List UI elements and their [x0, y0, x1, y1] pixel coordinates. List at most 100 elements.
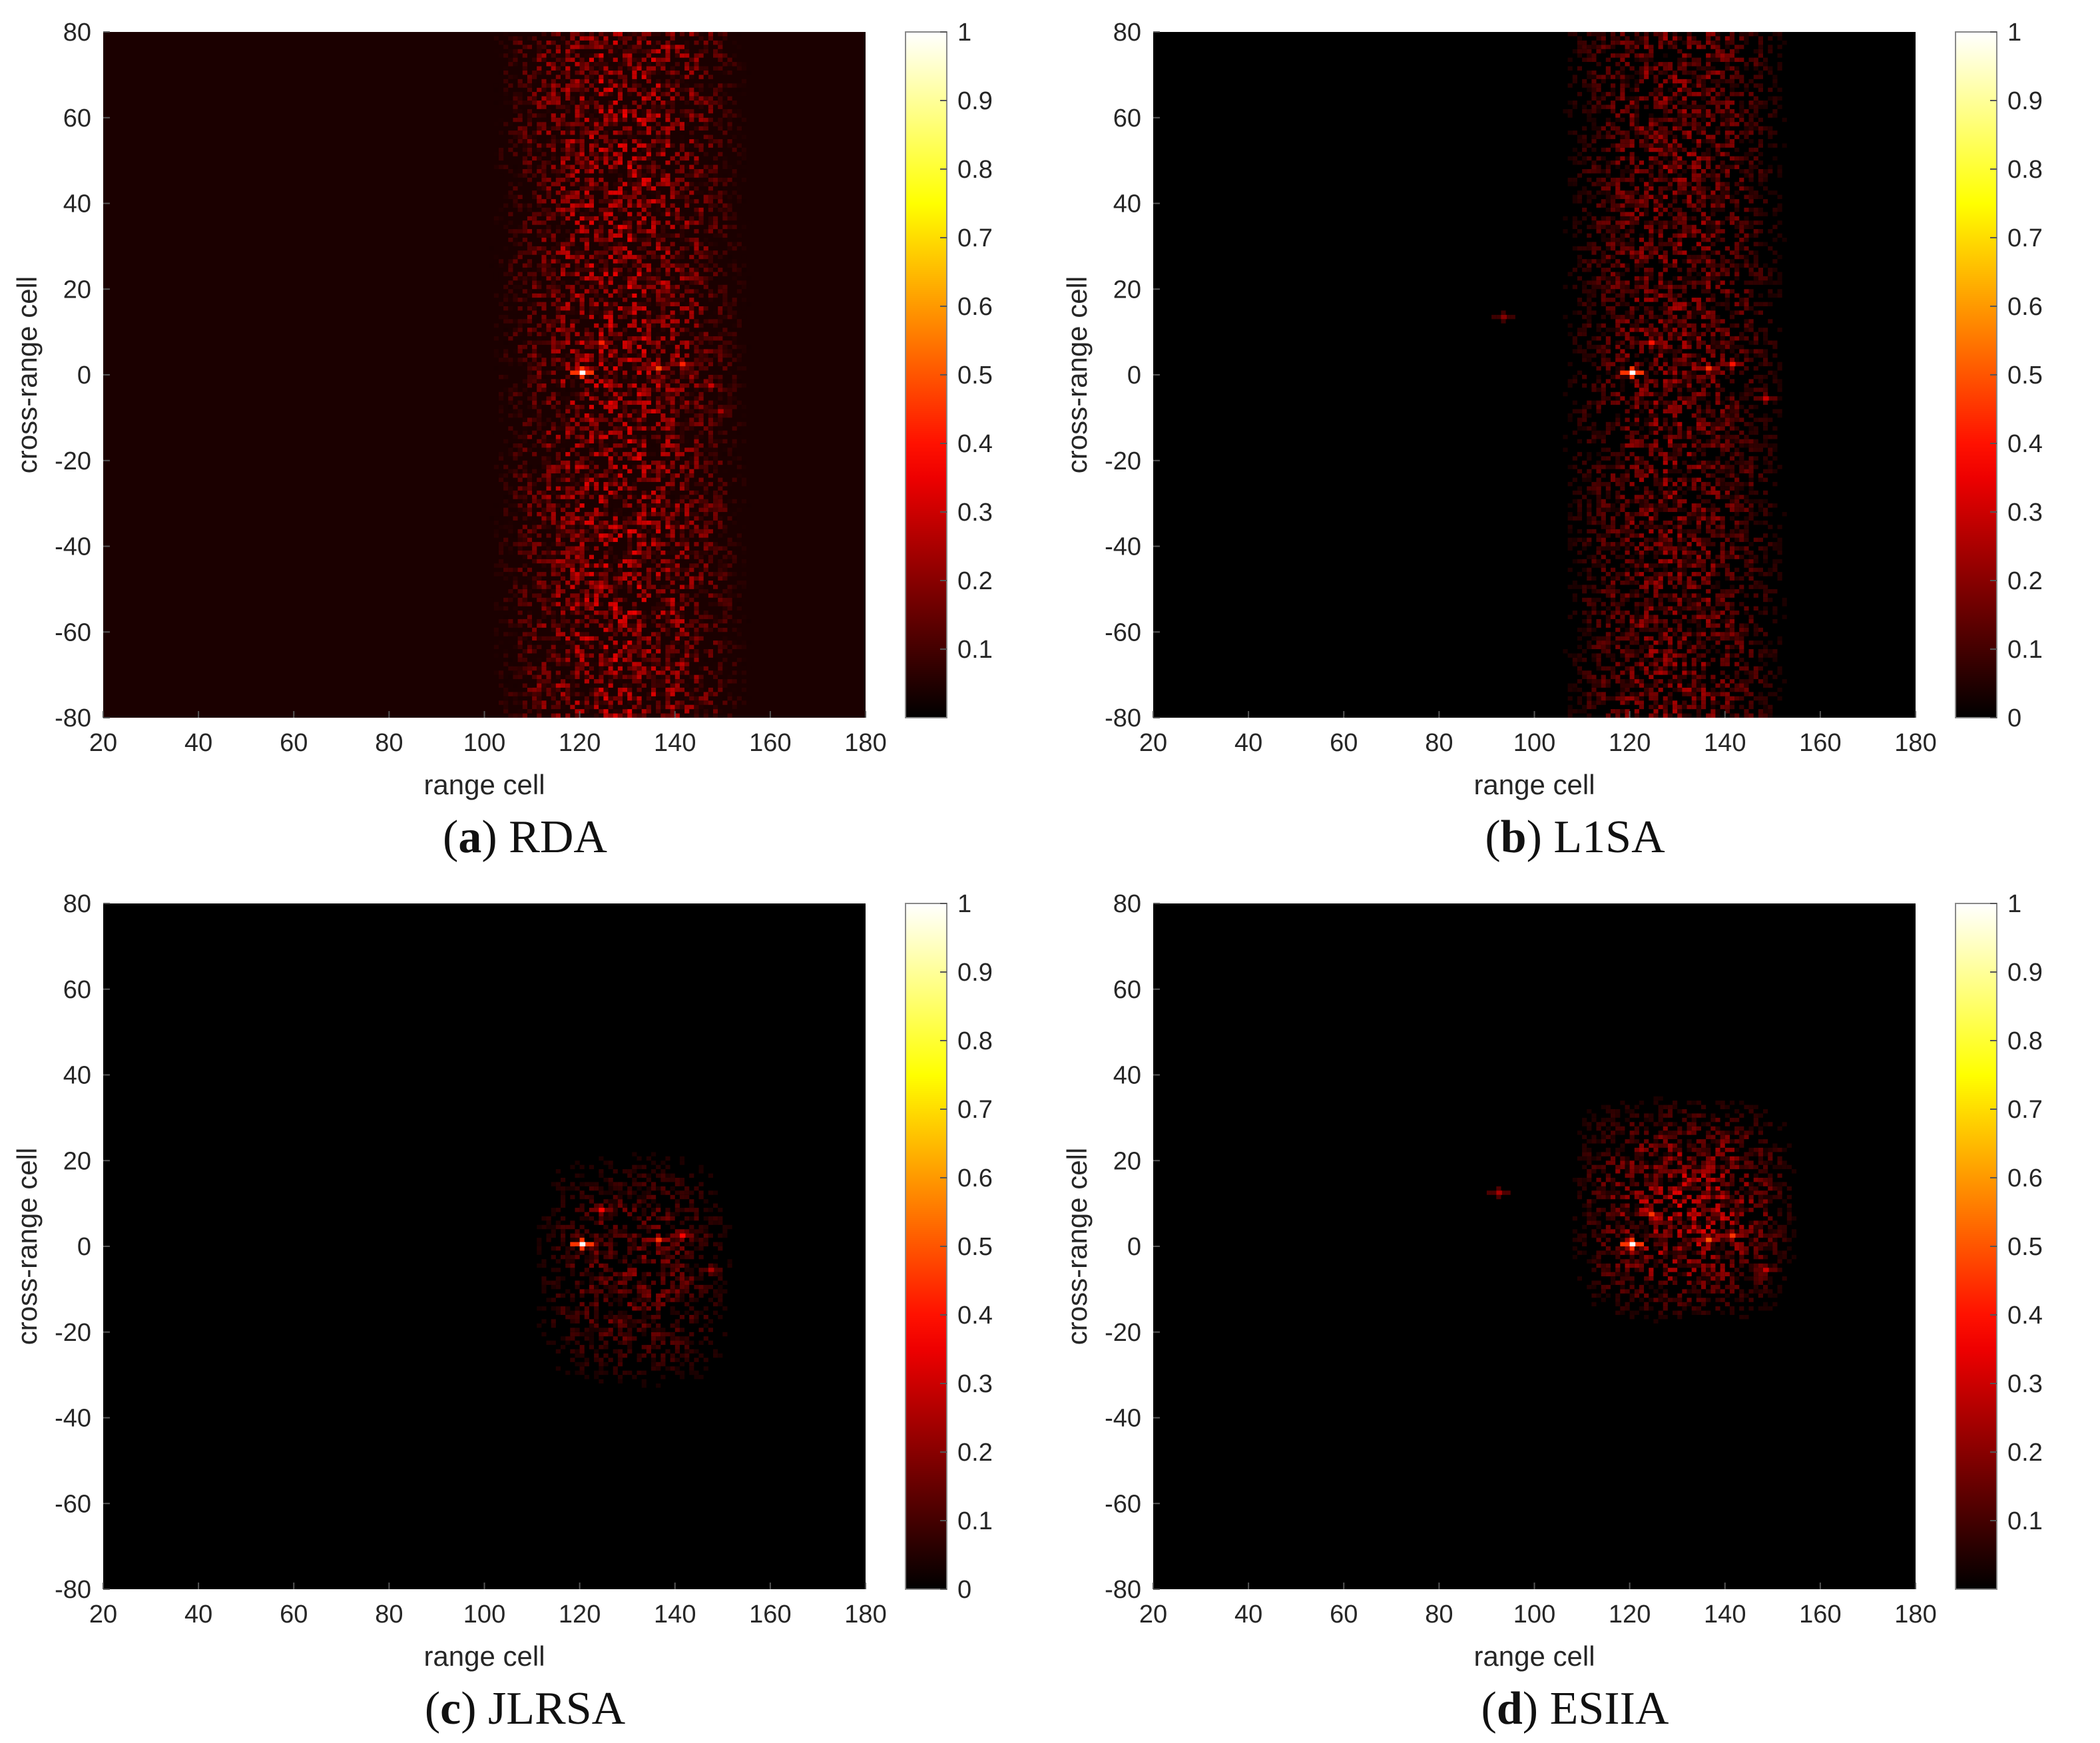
noise-cell — [499, 40, 504, 45]
noise-cell — [674, 87, 680, 93]
noise-cell — [718, 70, 723, 75]
noise-cell — [627, 49, 633, 54]
noise-cell — [641, 57, 647, 63]
noise-cell — [646, 242, 651, 246]
noise-cell — [517, 657, 523, 662]
noise-cell — [537, 370, 542, 375]
noise-cell — [708, 451, 713, 457]
noise-cell — [660, 383, 666, 388]
noise-cell — [517, 250, 523, 255]
noise-cell — [537, 426, 542, 431]
noise-cell — [508, 473, 513, 478]
noise-cell — [555, 302, 561, 307]
noise-cell — [513, 662, 518, 666]
noise-cell — [713, 263, 718, 268]
noise-cell — [594, 704, 599, 710]
noise-cell — [608, 674, 613, 680]
noise-cell — [575, 113, 580, 118]
noise-cell — [623, 340, 628, 345]
noise-cell — [718, 96, 723, 101]
noise-cell — [627, 550, 633, 555]
noise-cell — [713, 520, 718, 525]
noise-cell — [608, 164, 613, 170]
noise-cell — [551, 430, 556, 435]
noise-cell — [698, 516, 704, 521]
noise-cell — [684, 194, 690, 200]
noise-cell — [679, 387, 685, 392]
noise-cell — [561, 447, 566, 452]
noise-cell — [656, 520, 661, 525]
noise-cell — [641, 220, 647, 225]
noise-cell — [736, 336, 742, 341]
noise-cell — [627, 649, 633, 654]
noise-cell — [727, 451, 732, 457]
noise-cell — [713, 242, 718, 246]
noise-cell — [698, 391, 704, 397]
noise-cell — [646, 164, 651, 170]
noise-cell — [651, 409, 656, 413]
noise-cell — [637, 194, 642, 200]
noise-cell — [613, 473, 618, 478]
noise-cell — [589, 280, 595, 285]
noise-cell — [694, 653, 699, 658]
noise-cell — [632, 306, 637, 311]
noise-cell — [627, 160, 633, 165]
noise-cell — [637, 687, 642, 692]
noise-cell — [613, 246, 618, 251]
noise-cell — [632, 662, 637, 666]
noise-cell — [641, 525, 647, 529]
noise-cell — [594, 182, 599, 186]
noise-cell — [546, 284, 551, 290]
noise-cell — [674, 640, 680, 645]
noise-cell — [508, 713, 513, 718]
noise-cell — [599, 289, 604, 294]
noise-cell — [617, 242, 623, 246]
noise-cell — [532, 400, 537, 405]
noise-cell — [665, 143, 670, 148]
noise-cell — [637, 563, 642, 568]
noise-cell — [565, 520, 571, 525]
noise-cell — [708, 572, 713, 577]
noise-cell — [555, 366, 561, 371]
noise-cell — [674, 177, 680, 182]
noise-cell — [613, 362, 618, 367]
noise-cell — [617, 597, 623, 603]
noise-cell — [665, 456, 670, 461]
noise-cell — [551, 413, 556, 418]
noise-cell — [727, 340, 732, 345]
noise-cell — [694, 216, 699, 221]
noise-cell — [708, 417, 713, 422]
noise-cell — [637, 272, 642, 276]
noise-cell — [679, 481, 685, 487]
noise-cell — [694, 499, 699, 504]
noise-cell — [698, 75, 704, 79]
noise-cell — [674, 220, 680, 225]
noise-cell — [641, 615, 647, 619]
noise-cell — [508, 550, 513, 555]
noise-cell — [551, 101, 556, 105]
noise-cell — [646, 375, 651, 379]
noise-cell — [708, 96, 713, 101]
noise-cell — [665, 400, 670, 405]
noise-cell — [637, 627, 642, 632]
noise-cell — [670, 280, 675, 285]
noise-cell — [617, 670, 623, 675]
noise-cell — [570, 298, 575, 302]
noise-cell — [732, 242, 737, 246]
noise-cell — [555, 203, 561, 208]
noise-cell — [689, 644, 694, 650]
noise-cell — [713, 40, 718, 45]
noise-cell — [660, 692, 666, 696]
noise-cell — [694, 687, 699, 692]
noise-cell — [589, 177, 595, 182]
noise-cell — [694, 465, 699, 469]
noise-cell — [570, 126, 575, 131]
noise-cell — [503, 194, 509, 200]
noise-cell — [703, 537, 708, 543]
noise-cell — [579, 391, 585, 397]
noise-cell — [513, 233, 518, 238]
noise-cell — [579, 396, 585, 401]
noise-cell — [637, 649, 642, 654]
noise-cell — [641, 92, 647, 97]
noise-cell — [584, 520, 589, 525]
